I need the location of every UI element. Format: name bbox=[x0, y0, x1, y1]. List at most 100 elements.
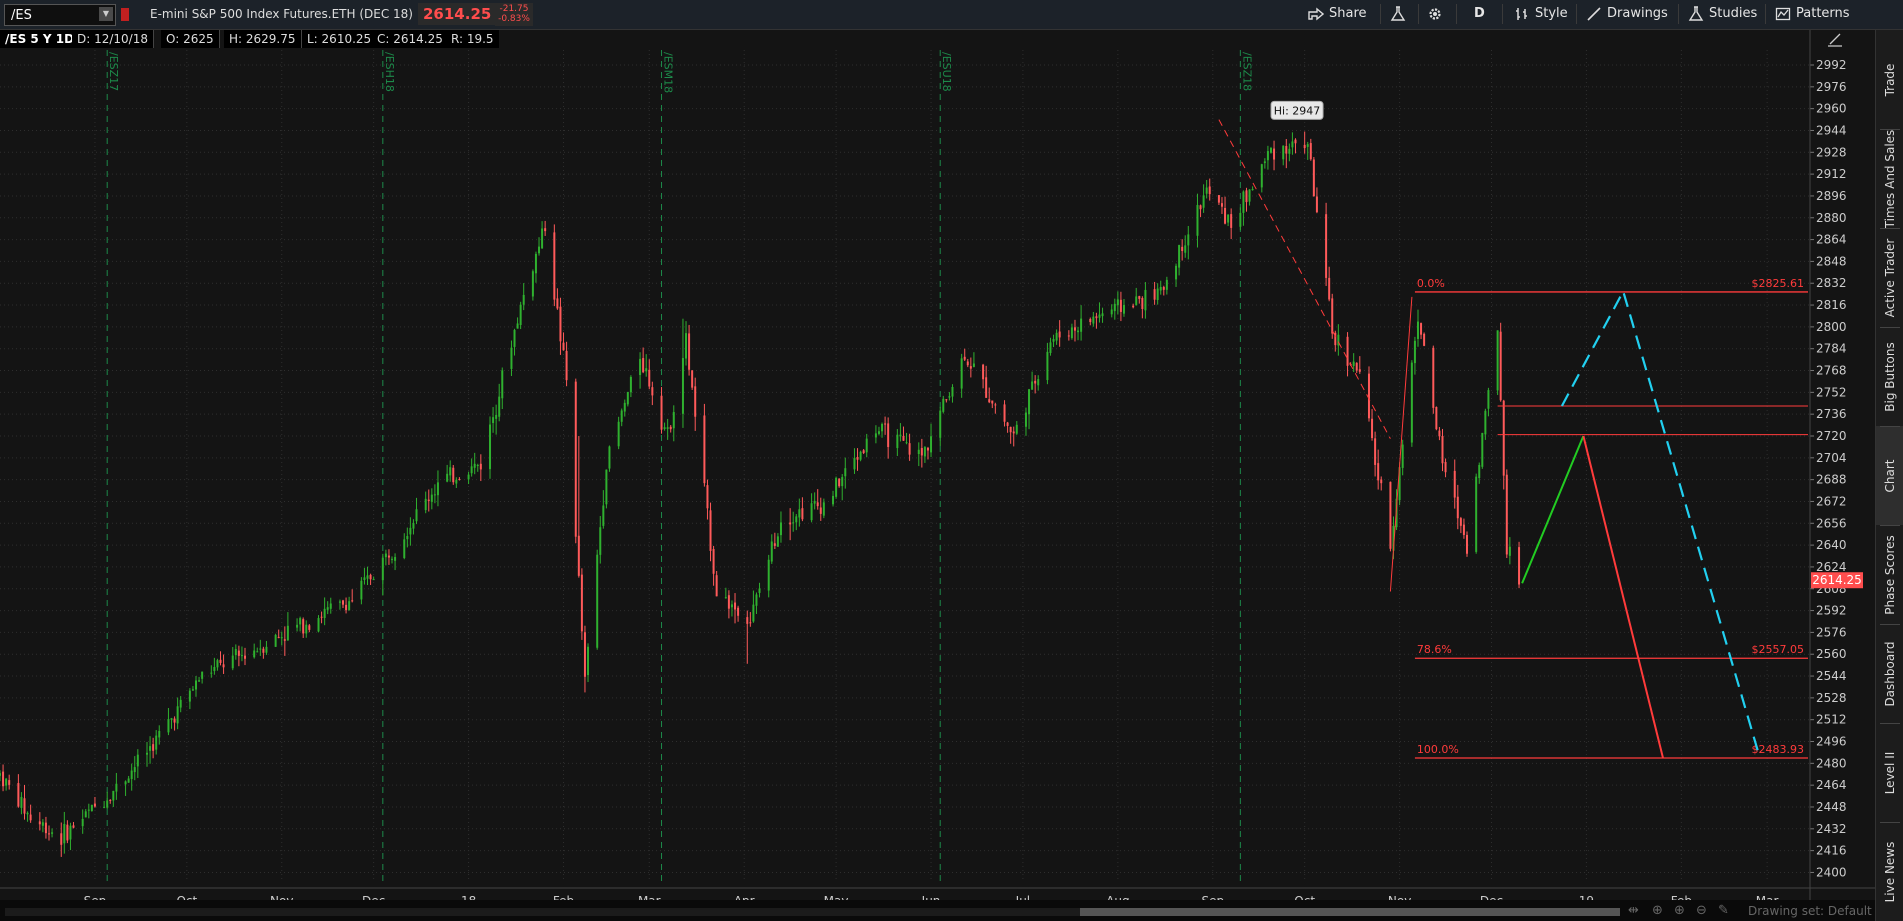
rollover-label: /ESM18 bbox=[662, 52, 675, 93]
x-tick-label: Sep bbox=[1201, 894, 1224, 900]
net-change-percent: -0.83% bbox=[498, 14, 530, 24]
candle-body bbox=[1410, 362, 1413, 443]
candle-body bbox=[1116, 299, 1119, 306]
x-tick-label: 19 bbox=[1579, 894, 1594, 900]
time-scrollbar[interactable]: ⇹ ⊕ ⊕ ⊖ ✎ Drawing set: Default bbox=[0, 900, 1875, 921]
drawings-button[interactable]: Drawings bbox=[1586, 3, 1668, 25]
candles bbox=[0, 131, 1521, 857]
side-divider bbox=[1880, 822, 1900, 823]
candle-body bbox=[972, 363, 975, 367]
candle-body bbox=[317, 618, 320, 632]
candle-body bbox=[387, 555, 390, 558]
candle-body bbox=[908, 443, 911, 455]
candle-body bbox=[642, 358, 645, 373]
candle-body bbox=[1328, 277, 1331, 300]
candle-body bbox=[746, 617, 749, 624]
candle-body bbox=[1248, 189, 1251, 202]
side-tab-active-trader[interactable]: Active Trader bbox=[1876, 228, 1903, 327]
zoom-in-icon[interactable]: ⊕ bbox=[1674, 903, 1685, 918]
share-button[interactable]: Share bbox=[1308, 3, 1367, 25]
current-price-bubble bbox=[1811, 572, 1863, 589]
candle-body bbox=[149, 746, 152, 751]
candle-body bbox=[446, 473, 449, 482]
candle-body bbox=[1220, 203, 1223, 207]
patterns-button[interactable]: Patterns bbox=[1775, 3, 1850, 25]
candle-body bbox=[360, 580, 363, 600]
candle-body bbox=[556, 298, 559, 309]
side-tab-live-news[interactable]: Live News bbox=[1876, 822, 1903, 921]
side-tab-dashboard[interactable]: Dashboard bbox=[1876, 624, 1903, 723]
crosshair-icon[interactable]: ⊕ bbox=[1652, 903, 1663, 918]
flag-icon[interactable] bbox=[121, 8, 129, 21]
candle-body bbox=[72, 825, 75, 828]
candle-body bbox=[712, 549, 715, 574]
candle-body bbox=[727, 595, 730, 609]
candle-body bbox=[41, 822, 44, 826]
candle-body bbox=[715, 575, 718, 597]
candle-body bbox=[1049, 342, 1052, 354]
settings-button[interactable] bbox=[1427, 3, 1448, 25]
y-tick-label: 2512 bbox=[1816, 713, 1847, 727]
side-tab-times-and-sales[interactable]: Times And Sales bbox=[1876, 129, 1903, 228]
side-tab-level-ii[interactable]: Level II bbox=[1876, 723, 1903, 822]
candle-body bbox=[672, 412, 675, 429]
rollover-label: /ESU18 bbox=[940, 52, 953, 92]
candle-body bbox=[1245, 190, 1248, 203]
side-divider bbox=[1880, 525, 1900, 526]
bar-low: L: 2610.25 bbox=[302, 30, 378, 48]
candle-body bbox=[1413, 340, 1416, 364]
candle-body bbox=[415, 509, 418, 522]
zoom-out-icon[interactable]: ⊖ bbox=[1696, 903, 1707, 918]
aggregation-button[interactable]: D bbox=[1474, 3, 1485, 25]
candle-body bbox=[1009, 426, 1012, 433]
studies-button[interactable]: Studies bbox=[1688, 3, 1757, 25]
bar-date: D: 12/10/18 bbox=[72, 30, 154, 48]
side-tab-chart[interactable]: Chart bbox=[1876, 426, 1903, 525]
candle-body bbox=[877, 431, 880, 434]
side-tab-trade[interactable]: Trade bbox=[1876, 30, 1903, 129]
y-tick-label: 2720 bbox=[1816, 429, 1847, 443]
candle-body bbox=[706, 485, 709, 509]
side-divider bbox=[1880, 327, 1900, 328]
price-chart[interactable]: /ESZ17/ESH18/ESM18/ESU18/ESZ18 0.0% $2825… bbox=[0, 30, 1875, 900]
candle-body bbox=[905, 442, 908, 444]
side-tab-big-buttons[interactable]: Big Buttons bbox=[1876, 327, 1903, 426]
candle-body bbox=[730, 604, 733, 608]
expand-icon[interactable]: ⇹ bbox=[1628, 903, 1639, 918]
chevron-down-icon[interactable]: ▼ bbox=[99, 7, 113, 21]
candle-body bbox=[1487, 390, 1490, 409]
x-tick-label: Oct bbox=[176, 894, 197, 900]
y-tick-label: 2864 bbox=[1816, 233, 1847, 247]
price-axis: 2400 2416 2432 2448 2464 2480 2496 2512 2528 2544… bbox=[1809, 30, 1863, 900]
candle-body bbox=[795, 516, 798, 523]
chart-period[interactable]: /ES 5 Y 1D bbox=[0, 30, 81, 48]
candle-body bbox=[605, 469, 608, 505]
flask-button[interactable] bbox=[1390, 3, 1411, 25]
scroll-thumb[interactable] bbox=[1080, 908, 1620, 916]
candle-body bbox=[1481, 432, 1484, 467]
y-tick-label: 2576 bbox=[1816, 625, 1847, 639]
candle-body bbox=[51, 832, 54, 834]
side-tab-phase-scores[interactable]: Phase Scores bbox=[1876, 525, 1903, 624]
x-tick-label: Aug bbox=[1106, 894, 1129, 900]
y-tick-label: 2528 bbox=[1816, 691, 1847, 705]
pencil-icon[interactable]: ✎ bbox=[1718, 903, 1729, 918]
bar-high: H: 2629.75 bbox=[224, 30, 302, 48]
style-button[interactable]: Style bbox=[1514, 3, 1568, 25]
candle-body bbox=[1484, 410, 1487, 435]
candle-body bbox=[819, 507, 822, 514]
candle-body bbox=[8, 780, 11, 785]
candle-body bbox=[262, 648, 265, 653]
candle-body bbox=[685, 333, 688, 359]
candle-body bbox=[158, 730, 161, 738]
drawing-set-label[interactable]: Drawing set: Default bbox=[1748, 904, 1872, 918]
scroll-track[interactable] bbox=[5, 908, 1615, 916]
side-divider bbox=[1880, 723, 1900, 724]
candle-body bbox=[1475, 476, 1478, 552]
candle-body bbox=[749, 622, 752, 624]
candle-body bbox=[338, 601, 341, 603]
fib-price-label: $2483.93 bbox=[1752, 743, 1805, 756]
candle-body bbox=[1067, 335, 1070, 337]
candle-body bbox=[1162, 287, 1165, 290]
symbol-input[interactable]: /ES ▼ bbox=[4, 4, 116, 26]
